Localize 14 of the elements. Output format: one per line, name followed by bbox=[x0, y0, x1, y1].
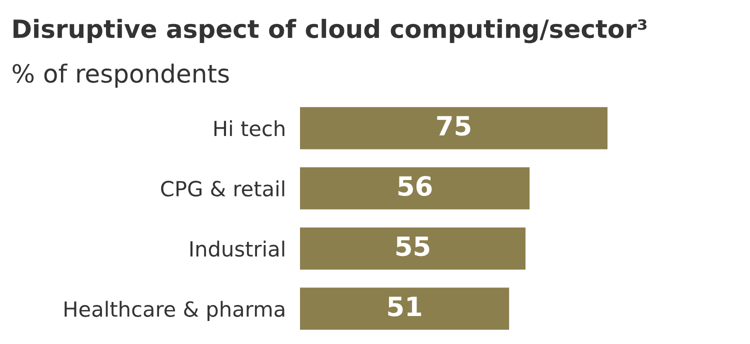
bar bbox=[300, 288, 510, 330]
y-tick-label: CPG & retail bbox=[161, 180, 284, 197]
data-label: 55 bbox=[396, 236, 430, 256]
y-tick-label: Healthcare & pharma bbox=[64, 300, 284, 321]
data-label: 56 bbox=[398, 176, 432, 196]
data-label: 75 bbox=[437, 116, 470, 136]
bar bbox=[300, 167, 530, 210]
bar bbox=[300, 107, 608, 150]
chart-subtitle: % of respondents bbox=[12, 64, 229, 88]
data-label: 51 bbox=[388, 296, 422, 316]
bar bbox=[300, 227, 526, 270]
y-tick-label: Industrial bbox=[190, 240, 284, 257]
chart-title: Disruptive aspect of cloud computing/sector³ bbox=[14, 18, 647, 44]
y-tick-label: Hi tech bbox=[214, 120, 284, 136]
